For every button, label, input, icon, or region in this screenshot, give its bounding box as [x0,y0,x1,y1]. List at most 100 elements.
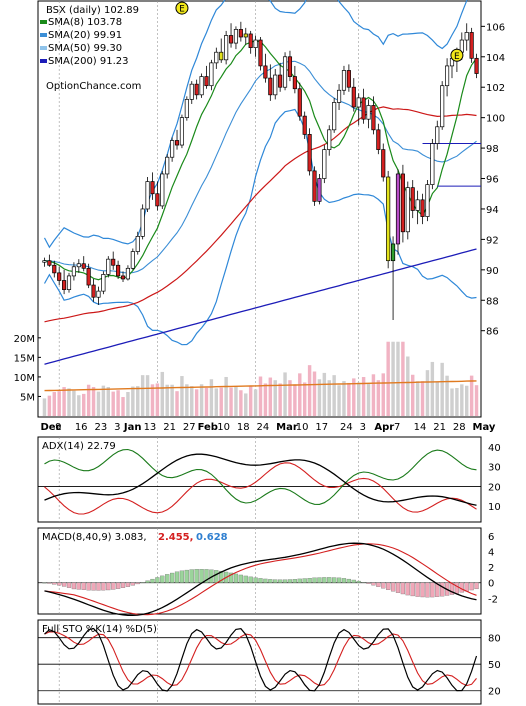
volume-bar [67,388,71,416]
macd-histogram-bar [386,582,391,590]
macd-histogram-bar [371,582,376,586]
x-tick-label: 3 [360,422,366,433]
candle-body [194,83,199,96]
macd-histogram-bar [42,582,47,584]
volume-bar [342,381,346,416]
volume-bar [352,378,356,416]
macd-signal-line [44,543,477,616]
candle-body [209,62,214,87]
sto-k-line [44,627,478,692]
candle-body [96,290,101,298]
macd-histogram-bar [415,582,420,597]
candle-body [376,129,381,150]
macd-histogram-bar [71,582,77,590]
volume-tick-label: 15M [14,353,35,364]
macd-histogram-bar [376,582,381,587]
macd-histogram-bar [115,582,121,589]
macd-label: MACD(8,40,9) 3.083, [42,532,147,543]
volume-bar [47,395,52,416]
candle-body [440,85,445,128]
macd-histogram-bar [381,582,386,589]
macd-histogram-bar [425,582,430,598]
candle-body [361,97,366,120]
candle-body [125,267,130,280]
candle-body [410,187,415,211]
legend-swatch [40,46,47,50]
legend-swatch [40,59,47,63]
macd-histogram-bar [454,582,460,594]
candle-body [86,267,91,286]
price-tick-label: 106 [486,22,505,33]
volume-bar [131,386,135,416]
volume-bar [111,391,115,416]
macd-histogram-bar [469,582,474,591]
macd-signal-value: 2.455, [158,532,193,543]
volume-bar [190,386,194,416]
x-tick-label: 13 [144,422,157,433]
macd-histogram-bar [204,569,209,583]
volume-bar [450,388,454,416]
volume-bar [204,387,209,416]
candle-body [317,178,322,202]
macd-histogram-bar [312,577,317,583]
volume-bar [170,384,174,416]
macd-histogram-bar [307,578,312,583]
volume-bar [101,385,106,416]
volume-bar [86,384,91,416]
macd-histogram-bar [366,582,371,584]
volume-bar [376,380,381,416]
candle-body [116,264,121,277]
macd-histogram-bar [440,582,445,597]
macd-histogram-bar [199,569,204,583]
x-tick-label: 24 [340,422,353,433]
macd-histogram-bar [160,575,165,583]
earnings-marker [450,48,464,62]
macd-histogram-bar [214,570,219,583]
volume-bar [72,390,76,416]
macd-histogram-bar [101,582,106,591]
price-tick-label: 90 [486,266,499,277]
candle-body [238,29,243,38]
price-tick-label: 102 [486,83,505,94]
volume-bar [244,393,248,416]
volume-bar [445,375,449,416]
candle-body [307,134,312,172]
candle-body [312,170,317,202]
volume-bar [209,379,214,416]
volume-bar [322,372,327,416]
macd-histogram-bar [351,579,356,583]
volume-bar [116,390,120,416]
x-tick-label: May [473,422,496,433]
candle-body [204,76,209,87]
macd-histogram-bar [184,569,189,583]
macd-histogram-bar [435,582,440,597]
volume-bar [302,382,307,416]
volume-bar [121,397,125,416]
candle-body [140,208,145,237]
candle-body [327,129,332,150]
candle-body [405,187,410,233]
bollinger-upper-line [43,0,468,249]
candle-body [47,260,52,266]
volume-bar [268,377,273,416]
macd-histogram-bar [400,582,406,595]
macd-histogram-bar [287,579,293,583]
macd-histogram-bar [268,579,273,583]
x-tick-label: 16 [75,422,88,433]
volume-bar [145,375,150,416]
x-tick-label: 27 [183,422,196,433]
candle-body [381,149,386,178]
x-tick-label: 7 [394,422,400,433]
sto-tick-label: 20 [488,687,501,698]
x-tick-label: 10 [296,422,309,433]
macd-histogram-bar [278,579,283,583]
macd-histogram-bar [405,582,410,596]
macd-histogram-bar [61,582,67,587]
volume-bar [62,387,66,416]
volume-bar [229,387,233,416]
macd-histogram-bar [106,582,111,591]
x-tick-label: 21 [163,422,176,433]
candle-body [101,274,106,292]
volume-bar [234,386,238,416]
